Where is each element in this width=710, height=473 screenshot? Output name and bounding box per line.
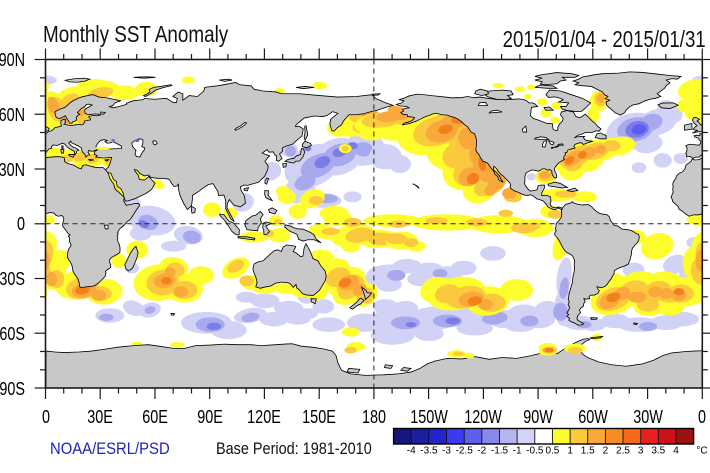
svg-text:3: 3 <box>638 446 644 457</box>
svg-text:-1: -1 <box>513 446 522 457</box>
svg-text:-2: -2 <box>477 446 486 457</box>
svg-text:-3: -3 <box>442 446 451 457</box>
svg-text:°C: °C <box>696 446 707 457</box>
svg-text:1: 1 <box>567 446 573 457</box>
svg-text:3.5: 3.5 <box>651 446 665 457</box>
svg-text:-0.5: -0.5 <box>526 446 544 457</box>
svg-text:-3.5: -3.5 <box>420 446 438 457</box>
svg-text:2: 2 <box>603 446 609 457</box>
svg-text:-2.5: -2.5 <box>456 446 474 457</box>
svg-text:1.5: 1.5 <box>581 446 595 457</box>
svg-text:2.5: 2.5 <box>616 446 630 457</box>
svg-text:-4: -4 <box>407 446 416 457</box>
svg-text:4: 4 <box>673 446 679 457</box>
svg-text:0.5: 0.5 <box>545 446 559 457</box>
svg-text:-1.5: -1.5 <box>491 446 509 457</box>
